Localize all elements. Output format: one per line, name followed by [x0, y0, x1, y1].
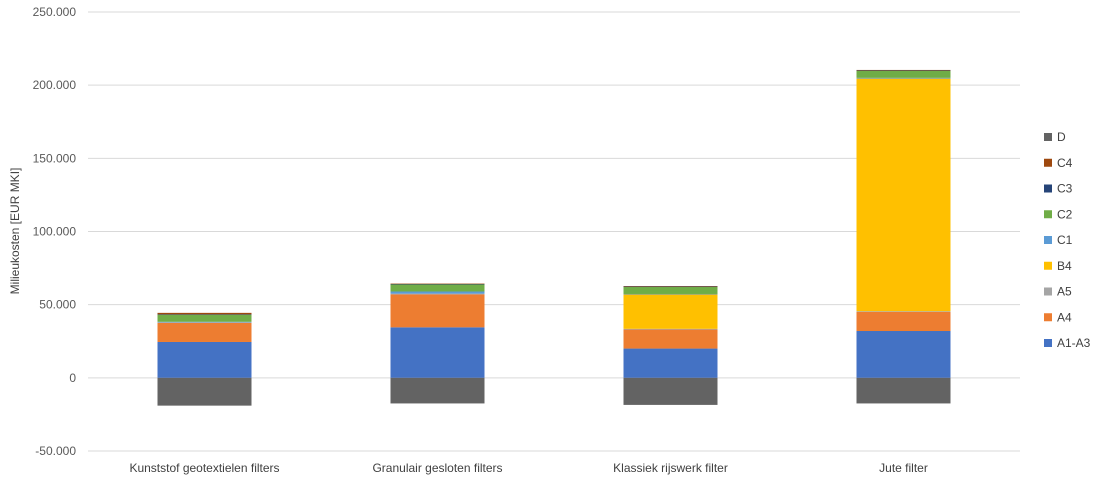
bar-segment-d-2 — [623, 377, 718, 405]
bar-segment-c3-1 — [390, 284, 485, 285]
bar-segment-d-0 — [157, 377, 252, 406]
y-tick-label: 100.000 — [33, 225, 77, 239]
legend-label: C1 — [1057, 233, 1073, 247]
bar-segment-a1-a3-3 — [856, 331, 951, 378]
legend-label: A4 — [1057, 310, 1072, 324]
bar-segment-c2-0 — [157, 314, 252, 322]
bar-segment-c3-2 — [623, 286, 718, 288]
bar-segment-a1-a3-1 — [390, 327, 485, 378]
legend-swatch-c3 — [1044, 184, 1052, 193]
y-tick-label: -50.000 — [35, 444, 76, 458]
bar-segment-c1-3 — [856, 77, 951, 79]
legend: D C4 C3 C2 C1 B4 A5 A4 A1-A3 — [1044, 130, 1091, 350]
y-tick-label: 200.000 — [33, 78, 77, 92]
bar-segment-c2-3 — [856, 70, 951, 78]
y-tick-label: 0 — [69, 371, 76, 385]
legend-swatch-d — [1044, 133, 1052, 141]
legend-label: B4 — [1057, 259, 1072, 273]
bar-segment-b4-2 — [623, 294, 718, 329]
x-category-label: Kunststof geotextielen filters — [129, 461, 279, 475]
legend-swatch-c4 — [1044, 158, 1052, 167]
legend-label: C2 — [1057, 207, 1073, 221]
bar-segment-d-1 — [390, 377, 485, 404]
bar-segment-a5-2 — [623, 328, 718, 330]
bar-segment-a5-1 — [390, 293, 485, 295]
y-axis-ticks: -50.000 0 50.000 100.000 150.000 200.000 250.0… — [33, 5, 77, 458]
bar-segment-a5-0 — [157, 322, 252, 323]
legend-swatch-b4 — [1044, 261, 1052, 270]
bar-segment-c1-2 — [623, 293, 718, 295]
bar-segment-a4-0 — [157, 322, 252, 342]
legend-label: C4 — [1057, 156, 1073, 170]
bar-segment-c4-0 — [157, 312, 252, 315]
bar-segment-c1-1 — [390, 291, 485, 294]
bar-segment-a1-a3-0 — [157, 341, 252, 378]
legend-swatch-a4 — [1044, 313, 1052, 322]
bar-segment-c4-3 — [856, 69, 951, 71]
x-category-label: Klassiek rijswerk filter — [613, 461, 728, 475]
legend-swatch-a5 — [1044, 287, 1052, 296]
bar-segment-c4-2 — [623, 286, 718, 287]
legend-label: A5 — [1057, 285, 1072, 299]
bar-segment-c3-0 — [157, 314, 252, 315]
bar-segment-a4-2 — [623, 329, 718, 349]
legend-label: D — [1057, 130, 1066, 144]
legend-label: C3 — [1057, 182, 1073, 196]
bar-segment-d-3 — [856, 377, 951, 404]
x-category-label: Granulair gesloten filters — [372, 461, 502, 475]
y-axis-title: Milieukosten [EUR MKI] — [8, 168, 22, 295]
x-axis-labels: Kunststof geotextielen filters Granulair … — [129, 461, 927, 475]
legend-label: A1-A3 — [1057, 336, 1091, 350]
bar-segment-a1-a3-2 — [623, 348, 718, 378]
y-tick-label: 250.000 — [33, 5, 77, 19]
bar-segment-a4-3 — [856, 311, 951, 332]
bars — [157, 69, 951, 406]
legend-swatch-a1-a3 — [1044, 339, 1052, 347]
bar-segment-c2-2 — [623, 286, 718, 294]
bar-segment-b4-3 — [856, 78, 951, 312]
bar-segment-a4-1 — [390, 294, 485, 328]
bar-segment-c4-1 — [390, 283, 485, 285]
y-tick-label: 50.000 — [39, 298, 76, 312]
bar-segment-c3-3 — [856, 70, 951, 71]
x-category-label: Jute filter — [879, 461, 928, 475]
bar-segment-c2-1 — [390, 284, 485, 292]
legend-swatch-c1 — [1044, 236, 1052, 244]
y-tick-label: 150.000 — [33, 151, 77, 165]
legend-swatch-c2 — [1044, 210, 1052, 219]
bar-segment-c1-0 — [157, 321, 252, 323]
bar-segment-a5-3 — [856, 311, 951, 312]
